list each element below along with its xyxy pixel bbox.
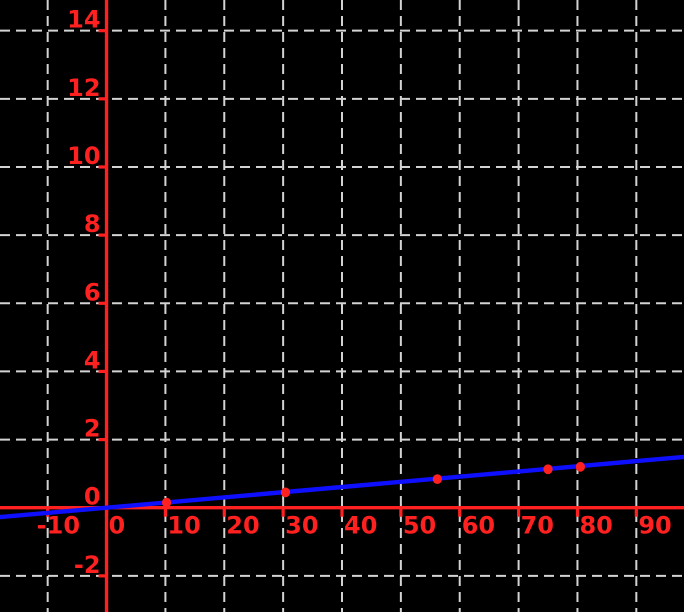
x-tick-label: 60 (462, 512, 495, 540)
y-tick-label: 6 (84, 278, 101, 306)
x-tick-label: 0 (109, 512, 126, 540)
y-tick-label: 0 (84, 483, 101, 511)
data-point (432, 474, 442, 485)
data-point (161, 497, 172, 508)
y-tick-label: 4 (84, 346, 101, 374)
x-tick-label: 50 (403, 512, 436, 540)
x-tick-label: 80 (579, 512, 612, 540)
fit-line (0, 454, 684, 520)
y-tick-label: 14 (67, 6, 100, 34)
y-tick-label: 12 (67, 74, 100, 102)
y-tick-label: -2 (74, 551, 101, 579)
x-tick-label: 70 (521, 512, 554, 540)
y-tick-label: 2 (84, 415, 101, 443)
x-tick-label: -10 (37, 512, 80, 540)
x-tick-label: 30 (285, 512, 318, 540)
x-tick-label: 90 (638, 512, 671, 540)
data-point (543, 464, 553, 475)
y-tick-label: 8 (84, 210, 101, 238)
x-tick-label: 40 (344, 512, 377, 540)
y-tick-label: 10 (67, 142, 100, 170)
x-tick-label: 10 (167, 512, 200, 540)
data-point (575, 461, 585, 472)
data-point (280, 487, 291, 498)
x-tick-label: 20 (226, 512, 259, 540)
